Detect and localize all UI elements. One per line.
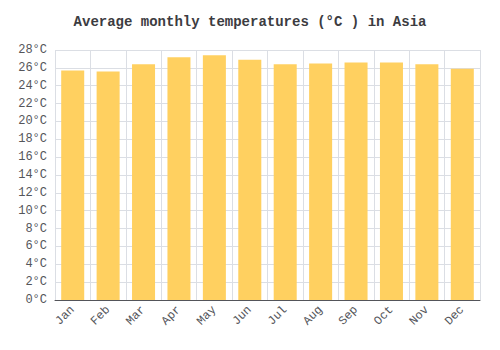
svg-text:20°C: 20°C [18,114,47,128]
svg-text:8°C: 8°C [25,222,47,236]
svg-text:28°C: 28°C [18,43,47,57]
svg-text:Sep: Sep [336,303,361,328]
svg-text:0°C: 0°C [25,293,47,307]
svg-text:Dec: Dec [442,303,467,328]
svg-text:22°C: 22°C [18,97,47,111]
svg-text:Jul: Jul [265,303,290,328]
svg-text:26°C: 26°C [18,61,47,75]
svg-text:Feb: Feb [88,303,113,328]
svg-text:Average monthly temperatures (: Average monthly temperatures (°C ) in As… [74,14,427,30]
svg-text:Nov: Nov [407,303,432,328]
svg-text:Jan: Jan [53,303,78,328]
svg-text:2°C: 2°C [25,275,47,289]
svg-text:Jun: Jun [230,303,255,328]
svg-text:16°C: 16°C [18,150,47,164]
svg-text:Oct: Oct [371,303,396,328]
svg-text:Mar: Mar [123,303,148,328]
svg-text:12°C: 12°C [18,186,47,200]
svg-text:6°C: 6°C [25,239,47,253]
svg-text:14°C: 14°C [18,168,47,182]
svg-text:24°C: 24°C [18,79,47,93]
svg-text:Apr: Apr [159,303,184,328]
svg-text:Aug: Aug [300,303,325,328]
svg-text:10°C: 10°C [18,204,47,218]
svg-text:4°C: 4°C [25,257,47,271]
svg-text:18°C: 18°C [18,132,47,146]
svg-text:May: May [194,303,219,328]
